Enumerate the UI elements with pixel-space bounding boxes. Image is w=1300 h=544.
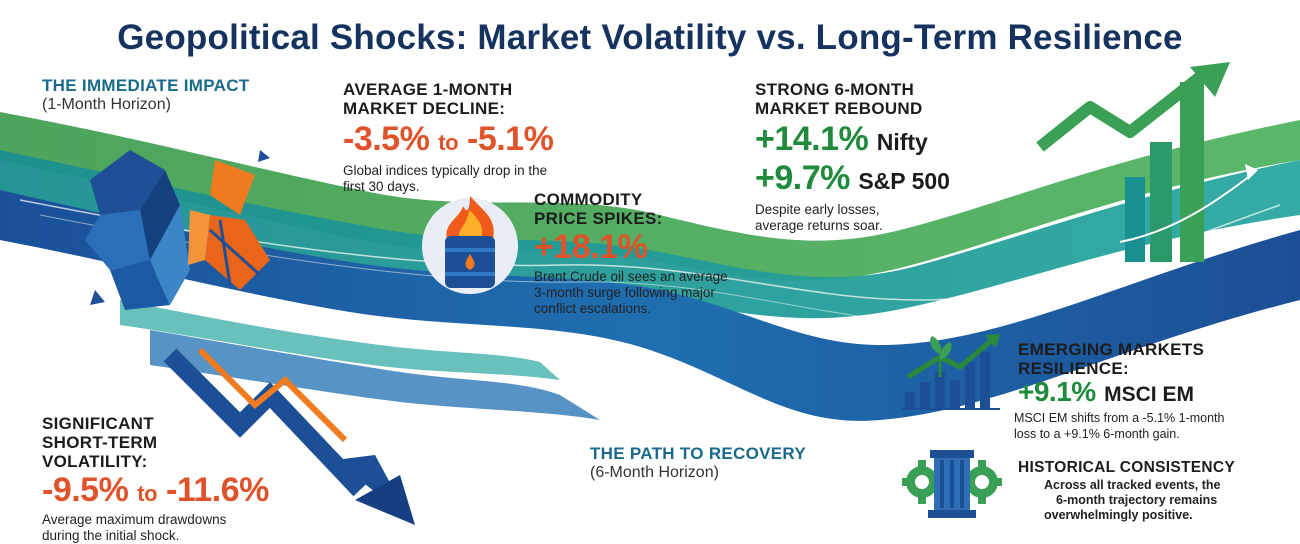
rising-arrow-bars-icon [1036,62,1258,262]
consistency-heading: HISTORICAL CONSISTENCY [1018,459,1236,476]
recovery-section: THE PATH TO RECOVERY (6-Month Horizon) [590,444,806,482]
rebound-desc-line2: average returns soar. [755,218,883,233]
volatility-desc-line1: Average maximum drawdowns [42,512,227,527]
decline-section: AVERAGE 1-MONTH MARKET DECLINE: -3.5% to… [343,80,643,195]
rebound-sp-value: +9.7% [755,159,850,197]
emerging-heading-line1: EMERGING MARKETS [1018,340,1205,359]
commodity-heading-line1: COMMODITY [534,190,643,209]
emerging-heading-line2: RESILIENCE: [1018,359,1129,378]
rebound-heading-line1: STRONG 6-MONTH [755,80,915,99]
decline-heading-line1: AVERAGE 1-MONTH [343,80,513,99]
decline-to-word: to [438,130,459,155]
decline-desc-line2: first 30 days. [343,179,420,194]
consistency-desc-line2: 6-month trajectory remains [1056,493,1218,507]
volatility-desc-line2: during the initial shock. [42,528,180,543]
rebound-nifty-label: Nifty [876,129,928,155]
volatility-value: -9.5% to -11.6% [42,471,362,510]
volatility-to-word: to [137,481,158,506]
decline-heading-line2: MARKET DECLINE: [343,99,506,118]
volatility-from: -9.5% [42,471,129,509]
commodity-value: +18.1% [534,228,648,266]
immediate-impact-section: THE IMMEDIATE IMPACT (1-Month Horizon) [42,76,249,114]
decline-from: -3.5% [343,120,430,158]
recovery-heading: THE PATH TO RECOVERY [590,444,807,463]
recovery-sub: (6-Month Horizon) [590,464,719,481]
decline-to: -5.1% [467,120,554,158]
shattered-globe-icon [85,150,270,310]
rebound-heading-line2: MARKET REBOUND [755,99,923,118]
rebound-nifty-value: +14.1% [755,120,869,158]
emerging-desc-line1: MSCI EM shifts from a -5.1% 1-month [1014,411,1225,425]
commodity-desc-line3: conflict escalations. [534,301,652,316]
decline-value: -3.5% to -5.1% [343,120,643,159]
rebound-section: STRONG 6-MONTH MARKET REBOUND +14.1% Nif… [755,80,1055,234]
oil-barrel-fire-icon [422,196,518,294]
falling-arrow-icon [163,347,415,525]
rebound-desc-line1: Despite early losses, [755,202,880,217]
emerging-section: EMERGING MARKETS RESILIENCE: +9.1% MSCI … [1014,340,1288,442]
consistency-desc-line3: overwhelmingly positive. [1044,508,1193,522]
pillar-gear-icon [902,450,1002,518]
volatility-heading-line2: SHORT-TERM [42,433,158,452]
consistency-section: HISTORICAL CONSISTENCY Across all tracke… [1018,458,1288,523]
rebound-sp-label: S&P 500 [858,168,950,194]
commodity-section: COMMODITY PRICE SPIKES: +18.1% Brent Cru… [534,190,774,317]
page-title: Geopolitical Shocks: Market Volatility v… [117,18,1183,57]
consistency-desc-line1: Across all tracked events, the [1044,478,1221,492]
commodity-desc-line1: Brent Crude oil sees an average [534,269,728,284]
commodity-desc-line2: 3-month surge following major [534,285,715,300]
immediate-impact-heading: THE IMMEDIATE IMPACT [42,76,250,95]
emerging-value-row: +9.1% MSCI EM [1018,376,1288,408]
decline-desc-line1: Global indices typically drop in the [343,163,548,178]
rebound-sp-row: +9.7% S&P 500 [755,159,1055,198]
volatility-heading-line3: VOLATILITY: [42,452,148,471]
rebound-nifty-row: +14.1% Nifty [755,120,1055,159]
volatility-to: -11.6% [166,471,269,509]
emerging-desc-line2: loss to a +9.1% 6-month gain. [1014,427,1180,441]
emerging-value: +9.1% [1018,376,1096,407]
volatility-heading-line1: SIGNIFICANT [42,414,154,433]
plant-growth-chart-icon [902,334,1000,410]
emerging-label: MSCI EM [1104,383,1194,406]
immediate-impact-sub: (1-Month Horizon) [42,96,171,113]
commodity-heading-line2: PRICE SPIKES: [534,209,663,228]
volatility-section: SIGNIFICANT SHORT-TERM VOLATILITY: -9.5%… [42,414,362,544]
